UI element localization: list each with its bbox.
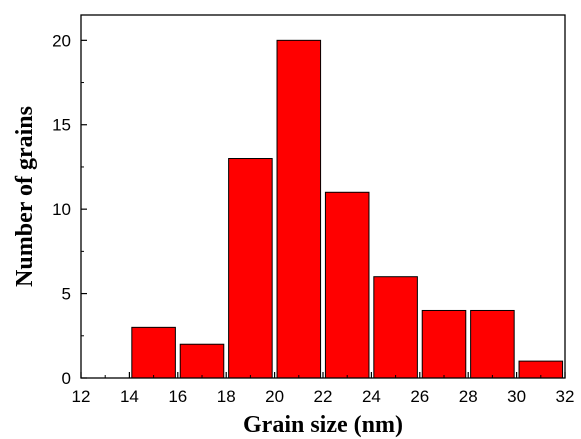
x-tick-label-0: 12 (72, 387, 91, 406)
bar-3 (276, 39, 322, 379)
y-tick-label-3: 15 (52, 116, 71, 135)
y-axis-ticks: 0 5 10 15 20 (52, 31, 87, 388)
bars-group (131, 39, 564, 379)
x-tick-label-10: 32 (556, 387, 575, 406)
x-axis-ticks: 12 14 16 18 20 22 24 26 28 30 32 (72, 372, 575, 406)
x-tick-label-8: 28 (459, 387, 478, 406)
x-tick-label-7: 26 (410, 387, 429, 406)
bar-0 (131, 326, 176, 379)
bar-7 (470, 309, 515, 379)
x-tick-label-6: 24 (362, 387, 381, 406)
bar-1 (179, 343, 225, 379)
bar-5 (373, 276, 418, 379)
x-tick-label-3: 18 (217, 387, 236, 406)
x-tick-label-1: 14 (120, 387, 139, 406)
x-tick-label-9: 30 (507, 387, 526, 406)
bar-2 (228, 158, 273, 379)
x-tick-label-4: 20 (265, 387, 284, 406)
y-tick-label-4: 20 (52, 31, 71, 50)
x-tick-label-5: 22 (314, 387, 333, 406)
y-axis-title: Number of grains (12, 106, 38, 287)
x-axis-title: Grain size (nm) (243, 412, 403, 438)
y-tick-label-0: 0 (62, 369, 71, 388)
bar-4 (324, 191, 370, 379)
x-tick-label-2: 16 (168, 387, 187, 406)
y-tick-label-1: 5 (62, 285, 71, 304)
bar-6 (421, 309, 467, 379)
y-tick-label-2: 10 (52, 200, 71, 219)
